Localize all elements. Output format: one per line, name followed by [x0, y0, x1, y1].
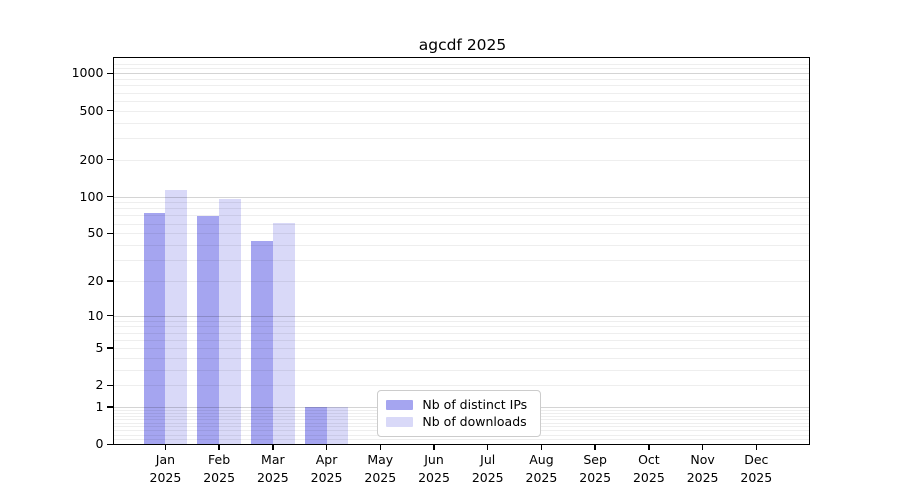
- minor-gridline: [114, 79, 810, 81]
- y-tick-mark: [107, 406, 114, 408]
- minor-gridline: [114, 320, 810, 322]
- x-tick-mark: [648, 444, 650, 451]
- x-tick-mark: [325, 444, 328, 451]
- x-tick-mark: [755, 444, 758, 451]
- minor-gridline: [114, 159, 810, 161]
- y-tick-label: 10: [87, 307, 104, 323]
- y-tick-mark: [107, 280, 114, 282]
- x-tick-mark: [540, 444, 543, 451]
- y-tick-mark: [107, 158, 114, 161]
- x-tick-label: Feb 2025: [203, 452, 236, 485]
- axis-layer: 0 1 2 5 10 20 50 100 200 500 1000 Jan 2025 Feb 2025 Mar…: [72, 58, 809, 485]
- bar-downloads: [326, 407, 349, 445]
- x-tick-label: Jul 2025: [471, 452, 504, 485]
- y-tick-label: 100: [79, 188, 104, 204]
- bar-distinct-ips: [143, 212, 166, 445]
- x-tick-mark: [486, 444, 489, 451]
- minor-gridline: [114, 439, 810, 441]
- x-tick-label: Sep 2025: [579, 452, 612, 485]
- bar-distinct-ips: [251, 241, 273, 445]
- minor-gridline: [114, 215, 810, 217]
- minor-gridline: [114, 385, 810, 387]
- minor-gridline: [114, 137, 810, 139]
- minor-gridline: [114, 85, 810, 87]
- y-tick-mark: [107, 314, 114, 317]
- downloads-swatch: [386, 416, 414, 427]
- minor-gridline: [114, 348, 810, 350]
- x-tick-mark: [594, 444, 596, 451]
- y-tick-mark: [107, 443, 114, 446]
- y-tick-label: 200: [79, 151, 104, 167]
- bars-layer: [114, 58, 809, 445]
- minor-gridline: [114, 68, 810, 70]
- minor-gridline: [114, 357, 810, 359]
- y-tick-mark: [107, 72, 114, 75]
- major-gridline: [114, 73, 810, 75]
- legend-label-distinct-ips: Nb of distinct IPs: [422, 397, 528, 413]
- bar-downloads: [219, 198, 241, 445]
- y-tick-label: 20: [87, 272, 104, 288]
- minor-gridline: [114, 110, 810, 112]
- major-gridline: [114, 196, 810, 198]
- bar-distinct-ips: [304, 407, 327, 445]
- minor-gridline: [114, 326, 810, 328]
- minor-gridline: [114, 332, 810, 334]
- y-tick-label: 1: [95, 399, 104, 415]
- minor-gridline: [114, 63, 810, 65]
- x-tick-mark: [701, 444, 704, 451]
- bar-downloads: [165, 190, 188, 445]
- plot-area: 0 1 2 5 10 20 50 100 200 500 1000 Jan 2025 Feb 2025 Mar…: [72, 57, 811, 485]
- x-tick-label: Apr 2025: [310, 452, 343, 485]
- minor-gridline: [114, 244, 810, 246]
- bar-distinct-ips: [197, 215, 220, 445]
- distinct-ips-swatch: [386, 399, 414, 410]
- x-tick-mark: [164, 444, 167, 451]
- x-tick-mark: [272, 444, 274, 451]
- bar-downloads: [272, 222, 295, 445]
- x-tick-label: Jan 2025: [149, 452, 182, 485]
- legend: Nb of distinct IPs Nb of downloads: [377, 390, 542, 438]
- major-gridline: [114, 315, 810, 317]
- minor-gridline: [114, 122, 810, 124]
- x-tick-label: Aug 2025: [525, 452, 558, 485]
- x-tick-mark: [218, 444, 220, 451]
- minor-gridline: [114, 233, 810, 235]
- y-tick-mark: [107, 384, 114, 387]
- x-tick-label: Mar 2025: [256, 452, 289, 485]
- minor-gridline: [114, 202, 810, 204]
- minor-gridline: [114, 339, 810, 341]
- x-tick-label: Jun 2025: [418, 452, 450, 485]
- minor-gridline: [114, 223, 810, 225]
- y-tick-label: 50: [87, 225, 104, 241]
- y-tick-mark: [107, 195, 114, 198]
- y-tick-label: 2: [95, 377, 104, 393]
- y-tick-label: 500: [79, 102, 104, 118]
- x-tick-mark: [379, 444, 382, 451]
- minor-gridline: [114, 259, 810, 261]
- y-tick-label: 5: [95, 340, 104, 356]
- minor-gridline: [114, 100, 810, 102]
- minor-gridline: [114, 92, 810, 94]
- x-tick-label: May 2025: [364, 452, 397, 485]
- chart-title: agcdf 2025: [418, 36, 507, 54]
- y-tick-mark: [107, 109, 114, 112]
- x-tick-label: Nov 2025: [686, 452, 719, 485]
- minor-gridline: [114, 280, 810, 282]
- x-tick-mark: [433, 444, 435, 451]
- y-tick-label: 1000: [71, 65, 104, 81]
- legend-row-downloads: Nb of downloads: [386, 413, 531, 430]
- y-tick-mark: [107, 232, 114, 234]
- x-tick-label: Oct 2025: [632, 452, 665, 485]
- legend-row-distinct-ips: Nb of distinct IPs: [386, 396, 531, 413]
- x-tick-label: Dec 2025: [740, 452, 773, 485]
- minor-gridline: [114, 208, 810, 210]
- y-tick-mark: [107, 347, 114, 349]
- minor-gridline: [114, 369, 810, 371]
- legend-label-downloads: Nb of downloads: [422, 414, 527, 430]
- y-tick-label: 0: [95, 436, 104, 452]
